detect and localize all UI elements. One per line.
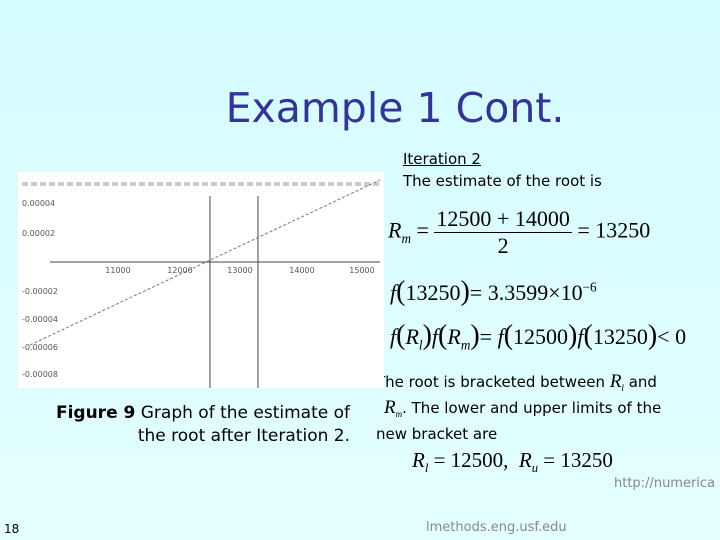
caption-text: Graph of the estimate of the root after …	[137, 403, 350, 446]
x-tick-label: 15000	[349, 266, 374, 275]
symbol: R	[609, 371, 622, 392]
slide-title: Example 1 Cont.	[225, 84, 565, 132]
x-tick-label: 14000	[289, 266, 314, 275]
equation-product: f(Rl)f(Rm)= f(12500)f(13250)< 0	[390, 320, 687, 353]
value: 12500	[513, 324, 569, 349]
bracket-text: The root is bracketed between Rl and Rm.…	[376, 372, 686, 444]
text: The root is bracketed between	[376, 373, 606, 391]
result: 13250	[595, 217, 651, 243]
subscript: u	[531, 461, 539, 476]
arg: 13250	[405, 280, 461, 305]
subscript: l	[621, 383, 624, 393]
value: 12500	[450, 448, 504, 472]
page-number: 18	[4, 522, 20, 536]
graph: 11000 12000 13000 14000 15000 0.00004 0.00002 -…	[18, 172, 384, 388]
mantissa: 3.3599	[487, 280, 549, 305]
fraction: 12500 + 14000 2	[434, 206, 572, 259]
figure-label: Figure 9	[55, 403, 136, 423]
text: . The lower and upper limits of the new …	[376, 399, 662, 443]
symbol: R	[518, 448, 532, 472]
subscript: l	[424, 461, 429, 476]
symbol: R	[405, 324, 419, 349]
equation-mean: Rm = 12500 + 14000 2 = 13250	[388, 206, 651, 259]
equation-bracket: Rl = 12500, Ru = 13250	[412, 448, 613, 476]
denominator: 2	[497, 233, 509, 258]
x-tick-label: 11000	[105, 266, 130, 275]
value: 13250	[560, 448, 613, 472]
exponent: −6	[582, 279, 597, 295]
y-tick-label: -0.00008	[22, 370, 58, 379]
text: and	[628, 373, 657, 391]
function-curve	[29, 179, 381, 346]
subscript: m	[460, 337, 471, 353]
subscript: l	[418, 337, 423, 353]
intro-text: The estimate of the root is	[403, 172, 602, 190]
symbol: R	[388, 217, 402, 243]
symbol: R	[384, 397, 396, 418]
x-tick-label: 13000	[227, 266, 252, 275]
y-tick-label: -0.00006	[22, 343, 58, 352]
relation: < 0	[657, 324, 687, 349]
footer-url: lmethods.eng.usf.edu	[426, 520, 567, 535]
footer-url: http://numerica	[614, 476, 716, 491]
numerator: 12500 + 14000	[434, 206, 572, 233]
value: 13250	[592, 324, 648, 349]
subscript: m	[401, 230, 411, 246]
symbol: R	[447, 324, 461, 349]
equation-f: f(13250)= 3.3599×10−6	[390, 276, 597, 307]
y-tick-label: -0.00002	[22, 287, 58, 296]
graph-bg	[18, 172, 384, 388]
symbol: R	[412, 448, 425, 472]
y-tick-label: 0.00002	[22, 229, 55, 238]
iteration-heading: Iteration 2	[403, 150, 481, 168]
y-tick-label: 0.00004	[22, 199, 55, 208]
y-tick-label: -0.00004	[22, 315, 58, 324]
x-tick-label: 12000	[167, 266, 192, 275]
figure-caption: Figure 9 Graph of the estimate of the ro…	[44, 402, 350, 448]
subscript: m	[395, 409, 403, 419]
